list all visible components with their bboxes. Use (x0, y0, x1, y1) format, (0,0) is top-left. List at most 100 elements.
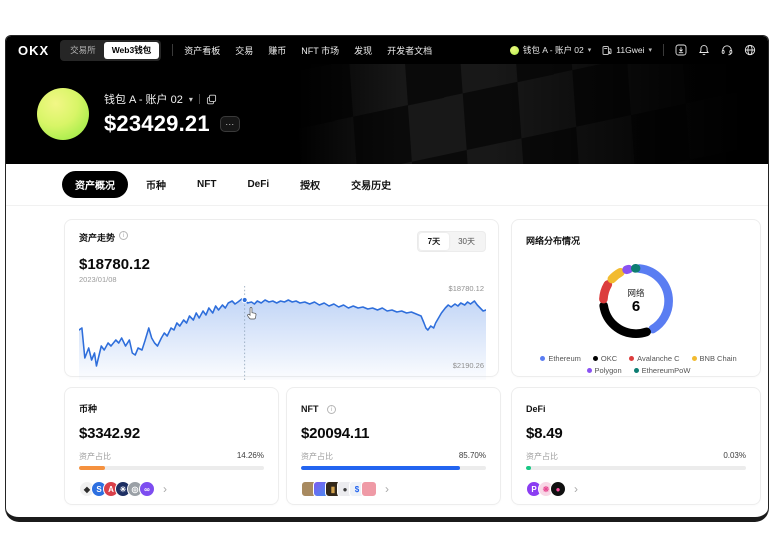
exchange-wallet-toggle: 交易所 Web3钱包 (60, 39, 162, 61)
trend-current-value: $18780.12 (79, 256, 150, 273)
chevron-down-icon: ▾ (648, 47, 652, 54)
info-icon[interactable]: i (326, 405, 336, 414)
trend-title: 资产走势 (79, 233, 116, 243)
nav-item-earn[interactable]: 赚币 (268, 45, 287, 56)
nft-summary-card: NFT i $20094.11 资产占比 85.70% ▮ ● $ › (286, 387, 501, 505)
tab-nft[interactable]: NFT (197, 179, 217, 190)
nft-thumb-pink (361, 481, 377, 497)
legend-item-ethereum: Ethereum (540, 354, 581, 363)
support-headset-icon[interactable] (721, 44, 733, 56)
coins-title: 币种 (79, 404, 98, 414)
coins-progress-bar (79, 466, 264, 470)
legend-item-polygon: Polygon (586, 366, 622, 375)
network-distribution-card: 网络分布情况 网络 6 Ethereum OKC Avalanche C BNB… (511, 219, 761, 377)
network-donut-chart: 网络 6 (588, 253, 684, 349)
defi-protocol-icon-3: ● (550, 481, 566, 497)
donut-svg (599, 264, 673, 338)
gas-price-indicator[interactable]: 11Gwei ▾ (602, 45, 652, 56)
language-globe-icon[interactable] (744, 44, 756, 56)
tab-approvals[interactable]: 授权 (300, 181, 321, 192)
coins-summary-card: 币种 $3342.92 资产占比 14.26% ◆ S A ✳ ◎ ∞ › (64, 387, 279, 505)
tab-defi[interactable]: DeFi (247, 179, 270, 190)
nav-item-discover[interactable]: 发现 (354, 45, 373, 56)
account-avatar (509, 45, 519, 55)
donut-center-value: 6 (631, 298, 641, 315)
legend-item-ethereumpow: EthereumPoW (633, 366, 690, 375)
chevron-right-icon[interactable]: › (385, 482, 389, 496)
nav-item-dev-docs[interactable]: 开发者文档 (387, 45, 433, 56)
donut-center: 网络 6 (588, 253, 684, 349)
coins-ratio-label: 资产占比 (79, 452, 111, 461)
gas-pump-icon (602, 45, 612, 56)
polygon-token-icon: ∞ (139, 481, 155, 497)
info-icon[interactable]: i (119, 231, 129, 240)
more-actions-button[interactable]: ··· (219, 116, 240, 132)
okx-web3-wallet-window: OKX 交易所 Web3钱包 资产看板 交易 赚币 NFT 市场 发现 开发者文… (5, 35, 769, 522)
dashboard-content: 资产走势 i 7天 30天 $18780.12 2023/01/08 (6, 206, 768, 505)
wallet-avatar (37, 88, 89, 140)
trend-min-label: $2190.26 (452, 361, 484, 370)
trend-current-date: 2023/01/08 (79, 275, 117, 284)
trend-line (79, 298, 486, 367)
legend-item-bnb-chain: BNB Chain (691, 354, 737, 363)
notification-bell-icon[interactable] (698, 44, 710, 56)
network-legend: Ethereum OKC Avalanche C BNB Chain Polyg… (526, 354, 751, 375)
chevron-down-icon[interactable]: ▾ (188, 94, 193, 104)
defi-ratio-value: 0.03% (723, 451, 746, 460)
chevron-down-icon: ▾ (587, 47, 592, 54)
nav-right-cluster: 钱包 A - 账户 02 ▾ 11Gwei ▾ (509, 44, 756, 56)
hover-data-point (241, 296, 248, 304)
hand-cursor-icon (247, 307, 257, 320)
range-30d-button[interactable]: 30天 (458, 237, 475, 246)
range-toggle: 7天 30天 (416, 231, 486, 252)
nft-title: NFT (301, 404, 319, 414)
nft-value: $20094.11 (301, 425, 370, 442)
tab-coins[interactable]: 币种 (146, 181, 166, 192)
download-app-icon[interactable] (675, 44, 687, 56)
nav-item-asset-board[interactable]: 资产看板 (184, 45, 221, 56)
hero-shade (6, 64, 768, 164)
defi-value: $8.49 (526, 425, 563, 442)
okx-logo[interactable]: OKX (18, 42, 50, 58)
nft-progress-bar (301, 466, 486, 470)
tab-asset-overview[interactable]: 资产概况 (62, 171, 128, 198)
chevron-right-icon[interactable]: › (163, 482, 167, 496)
trend-chart[interactable]: $18780.12 $2190.26 (79, 284, 486, 380)
toggle-web3-wallet[interactable]: Web3钱包 (103, 41, 160, 59)
tab-history[interactable]: 交易历史 (351, 181, 392, 192)
range-7d-button[interactable]: 7天 (418, 233, 450, 250)
donut-center-label: 网络 (627, 288, 645, 298)
coins-ratio-value: 14.26% (236, 451, 264, 460)
legend-item-avalanche: Avalanche C (629, 354, 680, 363)
asset-trend-card: 资产走势 i 7天 30天 $18780.12 2023/01/08 (64, 219, 499, 380)
top-navbar: OKX 交易所 Web3钱包 资产看板 交易 赚币 NFT 市场 发现 开发者文… (6, 36, 768, 64)
nft-ratio-value: 85.70% (458, 451, 486, 460)
defi-ratio-label: 资产占比 (526, 452, 558, 461)
wallet-name[interactable]: 钱包 A - 账户 02 (104, 94, 183, 106)
trend-area-fill (79, 299, 486, 380)
toggle-exchange[interactable]: 交易所 (70, 45, 96, 55)
chevron-right-icon[interactable]: › (574, 482, 578, 496)
coins-value: $3342.92 (79, 425, 140, 442)
wallet-tabbar: 资产概况 币种 NFT DeFi 授权 交易历史 (6, 164, 768, 206)
wallet-info: 钱包 A - 账户 02 ▾ $23429.21 ··· (104, 91, 240, 137)
defi-protocol-icons: P ❋ ● (526, 481, 566, 497)
nav-divider (172, 44, 174, 56)
gas-price-label: 11Gwei (616, 45, 645, 55)
nft-thumbnails: ▮ ● $ (301, 481, 377, 497)
defi-summary-card: DeFi $8.49 资产占比 0.03% P ❋ ● › (511, 387, 761, 505)
primary-nav: 资产看板 交易 赚币 NFT 市场 发现 开发者文档 (184, 44, 432, 57)
copy-address-icon[interactable] (206, 94, 217, 105)
nav-item-nft-market[interactable]: NFT 市场 (301, 45, 340, 56)
nft-ratio-label: 资产占比 (301, 452, 333, 461)
network-title: 网络分布情况 (526, 236, 581, 246)
nav-item-trade[interactable]: 交易 (235, 45, 254, 56)
coins-token-icons: ◆ S A ✳ ◎ ∞ (79, 481, 155, 497)
account-label: 钱包 A - 账户 02 (522, 45, 584, 55)
defi-progress-bar (526, 466, 746, 470)
account-switcher[interactable]: 钱包 A - 账户 02 ▾ (509, 44, 592, 56)
divider (198, 94, 200, 104)
defi-title: DeFi (526, 404, 546, 414)
legend-item-okc: OKC (592, 354, 617, 363)
nav-divider (663, 44, 664, 56)
